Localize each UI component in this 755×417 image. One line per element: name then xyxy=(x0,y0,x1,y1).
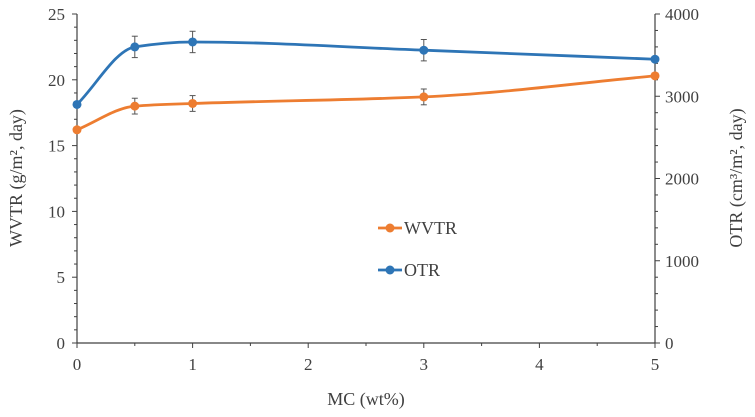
data-point-otr xyxy=(130,42,140,52)
y-left-tick-label: 15 xyxy=(48,137,65,156)
y-left-tick-label: 0 xyxy=(57,334,66,353)
data-point-otr xyxy=(188,37,198,47)
legend-label-otr: OTR xyxy=(404,260,440,280)
y-left-tick-label: 10 xyxy=(48,202,65,221)
data-point-wvtr xyxy=(188,98,198,108)
y-right-tick-label: 4000 xyxy=(665,5,699,24)
x-tick-label: 0 xyxy=(73,355,82,374)
y-right-tick-label: 3000 xyxy=(665,87,699,106)
data-point-otr xyxy=(650,54,660,64)
x-tick-label: 5 xyxy=(651,355,660,374)
series-otr xyxy=(72,30,660,109)
legend-marker-wvtr xyxy=(385,223,395,233)
series-line-otr xyxy=(76,40,656,106)
data-point-wvtr xyxy=(130,101,140,111)
y-right-tick-label: 0 xyxy=(665,334,674,353)
series-wvtr xyxy=(72,71,660,135)
y-left-axis-title: WVTR (g/m², day) xyxy=(6,109,27,247)
y-right-tick-label: 2000 xyxy=(665,170,699,189)
data-point-wvtr xyxy=(72,125,82,135)
y-left-tick-label: 20 xyxy=(48,71,65,90)
data-point-wvtr xyxy=(650,71,660,81)
x-axis-title: MC (wt%) xyxy=(327,389,405,410)
x-tick-label: 4 xyxy=(535,355,544,374)
data-point-otr xyxy=(419,45,429,55)
data-point-wvtr xyxy=(419,92,429,102)
legend-marker-otr xyxy=(385,265,395,275)
series-line-wvtr xyxy=(76,74,656,132)
x-tick-label: 2 xyxy=(304,355,313,374)
legend: WVTR OTR xyxy=(378,218,457,280)
y-left-tick-label: 5 xyxy=(57,268,66,287)
series-layer xyxy=(72,30,660,135)
data-point-otr xyxy=(72,99,82,109)
x-tick-label: 3 xyxy=(420,355,429,374)
legend-label-wvtr: WVTR xyxy=(404,218,457,238)
y-left-tick-label: 25 xyxy=(48,5,65,24)
x-tick-label: 1 xyxy=(188,355,197,374)
y-right-tick-label: 1000 xyxy=(665,252,699,271)
y-right-axis-title: OTR (cm³/m², day) xyxy=(726,108,747,247)
